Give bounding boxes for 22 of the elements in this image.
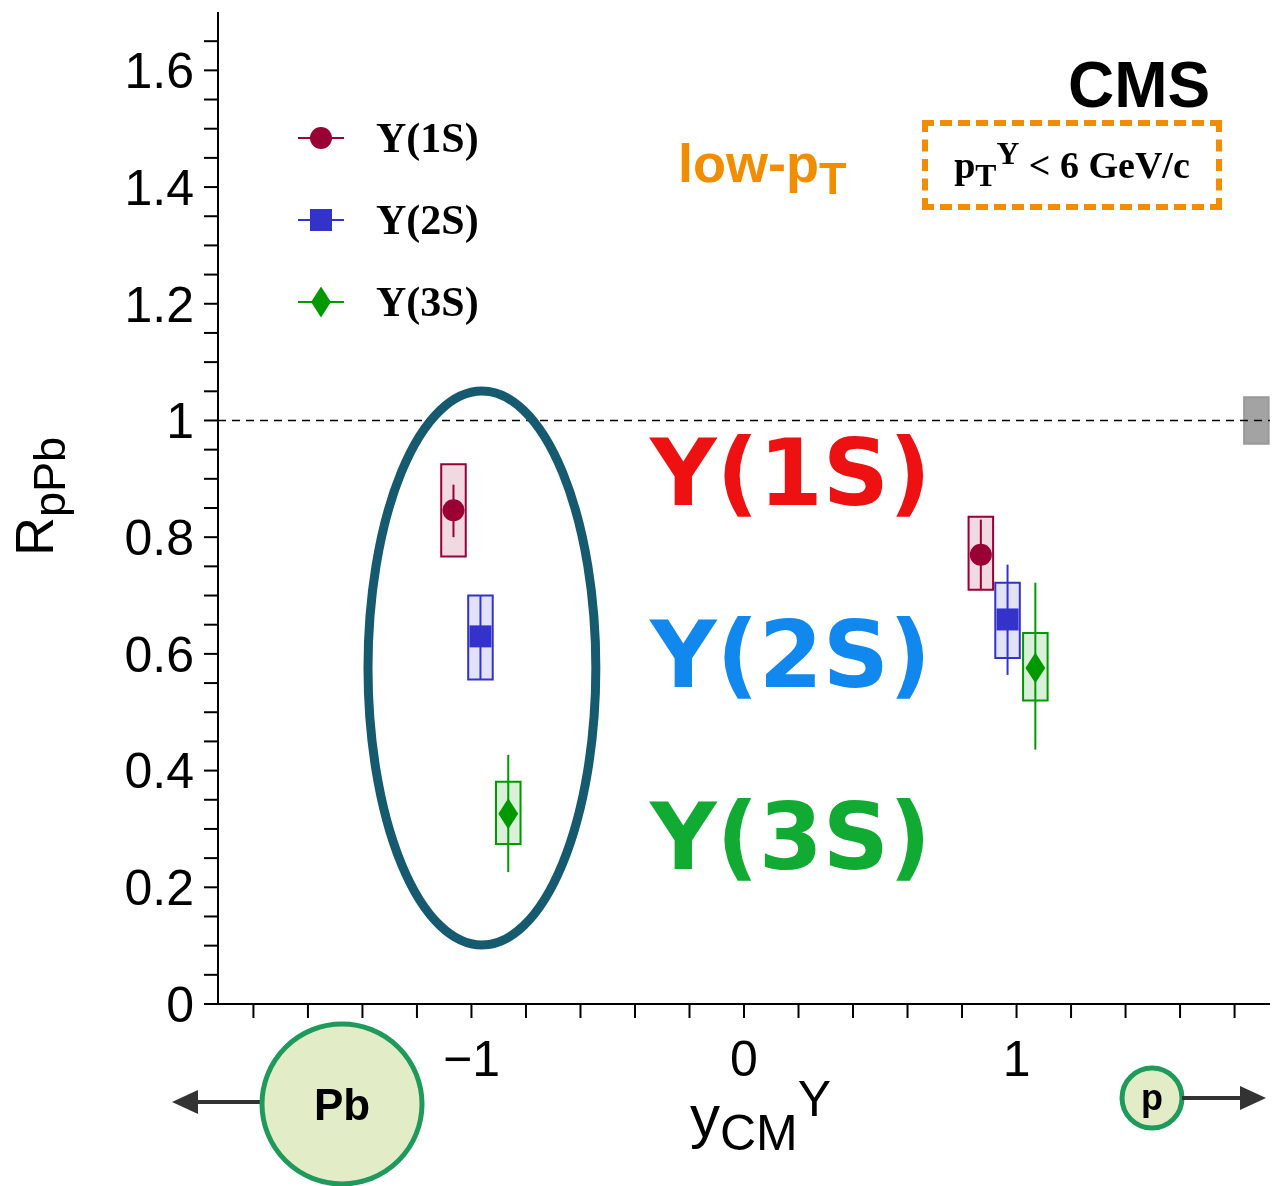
x-tick-label: −1 <box>442 1030 500 1087</box>
annotation: Υ(2S) <box>650 602 931 709</box>
legend-label: Υ(3S) <box>376 278 479 326</box>
point <box>442 499 465 522</box>
annotation: CMS <box>1068 49 1211 121</box>
y-tick-label: 0.2 <box>124 860 194 917</box>
legend-label: Υ(2S) <box>376 196 479 244</box>
y-tick-label: 1 <box>166 393 194 450</box>
annotation: Υ(1S) <box>650 420 931 527</box>
y-tick-label: 1.4 <box>124 159 194 216</box>
legend-label: Υ(1S) <box>376 114 479 162</box>
annotation: low-p$_{T}$ <box>678 133 847 204</box>
y-tick-label: 1.2 <box>124 276 194 333</box>
annotation: Υ(3S) <box>650 784 931 891</box>
y-tick-label: 0.8 <box>124 509 194 566</box>
annotation: p$_{T}$$^{Υ}$ < 6 GeV/c <box>954 135 1190 195</box>
y-tick-label: 0 <box>166 976 194 1033</box>
y-tick-label: 0.6 <box>124 626 194 683</box>
x-tick-label: 1 <box>1002 1030 1031 1087</box>
y-tick-label: 0.4 <box>124 743 194 800</box>
bar <box>1243 396 1270 445</box>
y-tick-label: 1.6 <box>124 43 194 100</box>
